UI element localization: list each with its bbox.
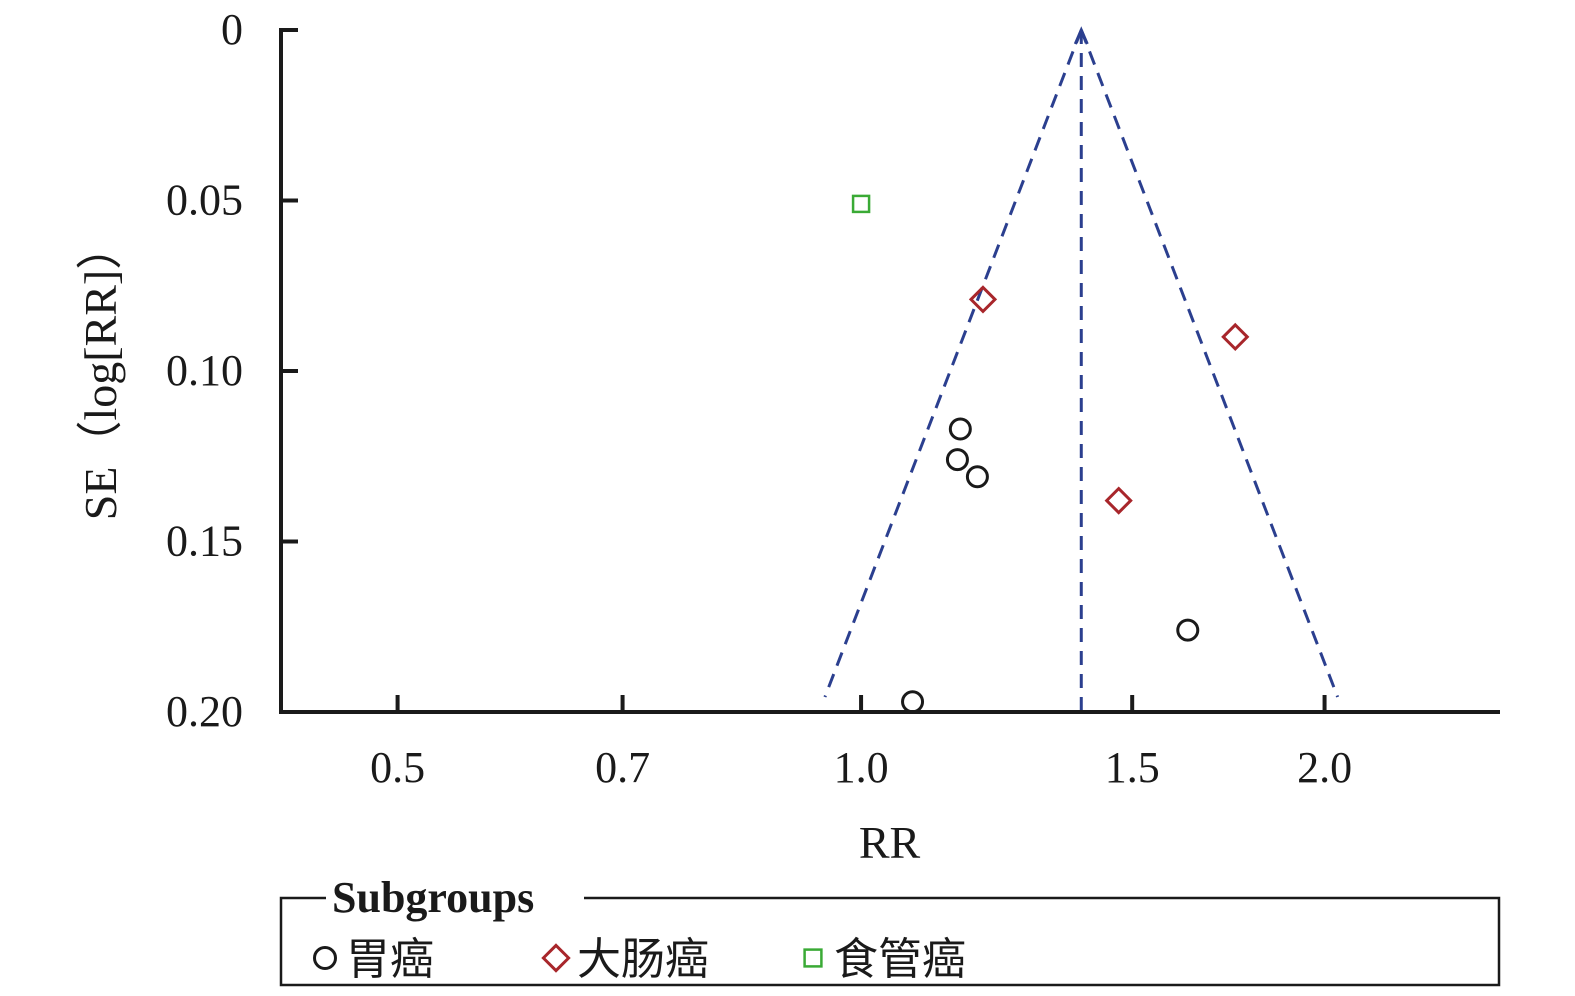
apex-arrow bbox=[1073, 26, 1089, 45]
y-tick-label: 0.15 bbox=[166, 517, 243, 566]
y-tick-label: 0 bbox=[221, 5, 243, 54]
funnel-right-line bbox=[1079, 29, 1340, 698]
data-point-circle bbox=[945, 448, 969, 472]
data-point-circle bbox=[1176, 618, 1200, 642]
y-axis-title: SE（log[RR]） bbox=[75, 224, 126, 520]
data-point-diamond bbox=[1221, 322, 1250, 352]
y-tick-label: 0.05 bbox=[166, 176, 243, 225]
legend-frame bbox=[279, 896, 1501, 987]
data-point-circle bbox=[948, 417, 972, 441]
x-tick-label: 1.5 bbox=[1105, 743, 1160, 792]
data-point-diamond bbox=[1104, 486, 1133, 515]
legend-items: 胃癌 大肠癌 食管癌 bbox=[313, 934, 966, 985]
legend-label: 大肠癌 bbox=[577, 934, 709, 985]
x-axis-title: RR bbox=[859, 817, 921, 868]
legend: Subgroups 胃癌 大肠癌 食管癌 bbox=[279, 873, 1501, 987]
legend-title: Subgroups bbox=[332, 873, 534, 922]
x-tick-label: 1.0 bbox=[834, 743, 889, 792]
legend-marker-square bbox=[803, 948, 823, 968]
funnel-left-line bbox=[823, 29, 1083, 698]
x-tick-label: 2.0 bbox=[1297, 743, 1352, 792]
data-point-circle bbox=[965, 465, 989, 489]
x-tick-label: 0.5 bbox=[370, 743, 425, 792]
data-points bbox=[851, 194, 1250, 714]
x-tick-label: 0.7 bbox=[595, 743, 650, 792]
funnel-lines bbox=[823, 26, 1340, 712]
y-tick-label: 0.20 bbox=[166, 687, 243, 736]
y-tick-label: 0.10 bbox=[166, 346, 243, 395]
y-ticks: 0 0.05 0.10 0.15 0.20 bbox=[166, 5, 298, 736]
legend-marker-diamond bbox=[541, 943, 571, 973]
legend-marker-circle bbox=[313, 946, 337, 970]
legend-label: 胃癌 bbox=[346, 934, 434, 985]
data-point-circle bbox=[901, 690, 925, 714]
x-ticks: 0.5 0.7 1.0 1.5 2.0 bbox=[370, 695, 1352, 792]
legend-label: 食管癌 bbox=[834, 934, 966, 985]
axes bbox=[279, 28, 1500, 714]
data-point-diamond bbox=[968, 285, 998, 314]
plot-area: 0.5 0.7 1.0 1.5 2.0 0 0.05 0.10 0.15 0.20 bbox=[166, 5, 1500, 792]
data-point-square bbox=[851, 194, 871, 214]
